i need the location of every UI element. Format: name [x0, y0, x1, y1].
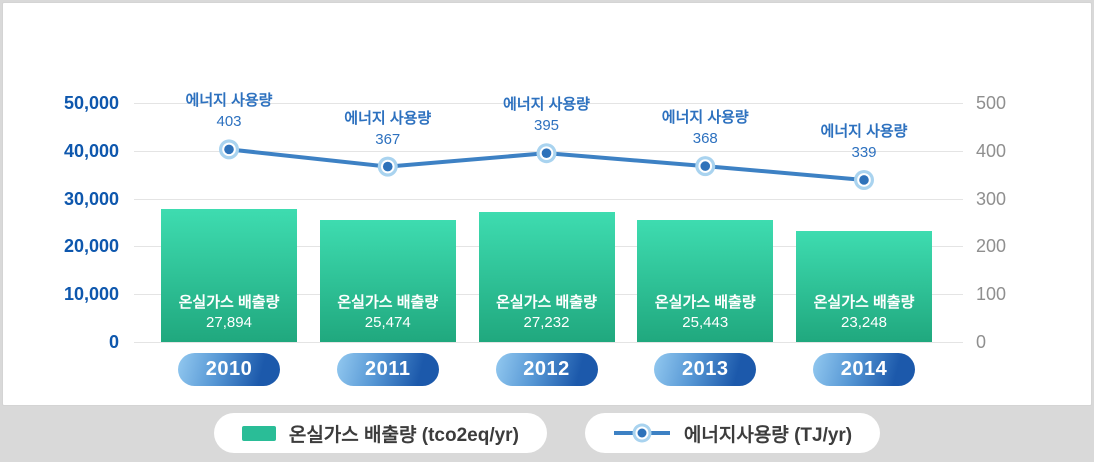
energy-point-label: 에너지 사용량 368 [625, 107, 785, 149]
left-axis-tick: 10,000 [63, 284, 119, 305]
energy-point-label-name: 에너지 사용량 [503, 96, 590, 114]
line-marker-swatch-icon [613, 423, 670, 443]
left-axis-tick: 50,000 [63, 93, 119, 113]
line-point-marker [859, 175, 869, 185]
chart-plot-area: 0 0 10,000 100 20,000 200 30,000 300 40,000 400 50… [3, 3, 1091, 405]
legend-item-energy: 에너지사용량 (TJ/yr) [584, 413, 881, 453]
energy-point-label: 에너지 사용량 367 [308, 108, 468, 150]
chart-card: 0 0 10,000 100 20,000 200 30,000 300 40,000 400 50… [2, 2, 1092, 406]
right-axis-tick: 400 [976, 140, 1007, 161]
legend-item-emissions: 온실가스 배출량 (tco2eq/yr) [213, 413, 547, 453]
bar-label: 온실가스 배출량 25,474 [320, 293, 456, 333]
gridline [134, 198, 963, 200]
energy-point-label: 에너지 사용량 395 [467, 94, 627, 136]
bar-label-name: 온실가스 배출량 [813, 293, 915, 311]
left-axis-tick: 40,000 [63, 140, 119, 161]
bar-label-value: 27,232 [523, 313, 570, 331]
line-point-marker [700, 161, 711, 171]
year-pill-2013: 2013 [654, 353, 757, 386]
right-axis-tick: 500 [976, 93, 1007, 113]
bar-label-value: 25,443 [682, 313, 729, 331]
bar-label-value: 23,248 [841, 313, 887, 331]
left-axis-tick: 20,000 [63, 236, 119, 257]
emission-bar: 온실가스 배출량 25,443 [637, 220, 774, 342]
gridline [134, 342, 963, 343]
energy-point-label-value: 339 [851, 143, 877, 161]
bar-label: 온실가스 배출량 27,232 [479, 293, 615, 333]
right-axis-tick: 0 [976, 332, 987, 352]
energy-point-label-name: 에너지 사용량 [661, 109, 749, 127]
bar-swatch-icon [241, 425, 276, 441]
bar-label: 온실가스 배출량 27,894 [161, 293, 297, 333]
bar-label-name: 온실가스 배출량 [178, 293, 280, 311]
bar-label: 온실가스 배출량 25,443 [637, 293, 773, 333]
year-pill-2010: 2010 [178, 353, 280, 386]
energy-line-series [219, 139, 874, 190]
energy-point-label-value: 395 [533, 117, 560, 135]
chart-legend: 온실가스 배출량 (tco2eq/yr) 에너지사용량 (TJ/yr) [0, 413, 1094, 453]
line-point-marker [224, 144, 234, 155]
bar-label-value: 25,474 [364, 313, 411, 331]
legend-label-emissions: 온실가스 배출량 (tco2eq/yr) [288, 424, 519, 446]
energy-point-label-value: 367 [375, 130, 401, 148]
year-pill-2011: 2011 [336, 353, 439, 386]
energy-point-label-name: 에너지 사용량 [185, 92, 273, 110]
emission-bar: 온실가스 배출량 27,232 [478, 211, 615, 342]
energy-point-label-value: 403 [216, 113, 242, 131]
year-pill-2012: 2012 [495, 353, 598, 386]
bar-label-name: 온실가스 배출량 [337, 293, 439, 311]
right-axis-tick: 300 [976, 188, 1007, 209]
energy-point-label-name: 에너지 사용량 [820, 122, 908, 140]
emission-bar: 온실가스 배출량 25,474 [319, 220, 456, 342]
bar-label: 온실가스 배출량 23,248 [796, 293, 932, 333]
bar-label-value: 27,894 [206, 313, 252, 331]
left-axis-tick: 30,000 [63, 188, 119, 209]
legend-label-energy: 에너지사용량 (TJ/yr) [683, 424, 853, 446]
emission-bar: 온실가스 배출량 27,894 [161, 208, 297, 342]
line-point-marker [382, 161, 393, 172]
emission-bar: 온실가스 배출량 23,248 [796, 230, 932, 342]
right-axis-tick: 100 [976, 284, 1007, 305]
energy-point-label: 에너지 사용량 339 [784, 121, 944, 163]
bar-label-name: 온실가스 배출량 [654, 293, 756, 311]
year-pill-2014: 2014 [813, 353, 915, 386]
energy-point-label-name: 에너지 사용량 [344, 109, 432, 127]
right-axis-tick: 200 [976, 236, 1007, 257]
energy-point-label: 에너지 사용량 403 [149, 90, 309, 132]
bar-label-name: 온실가스 배출량 [496, 293, 597, 311]
line-point-marker [541, 148, 552, 158]
left-axis-tick: 0 [108, 332, 119, 352]
gridline [134, 103, 963, 104]
energy-point-label-value: 368 [692, 130, 718, 148]
